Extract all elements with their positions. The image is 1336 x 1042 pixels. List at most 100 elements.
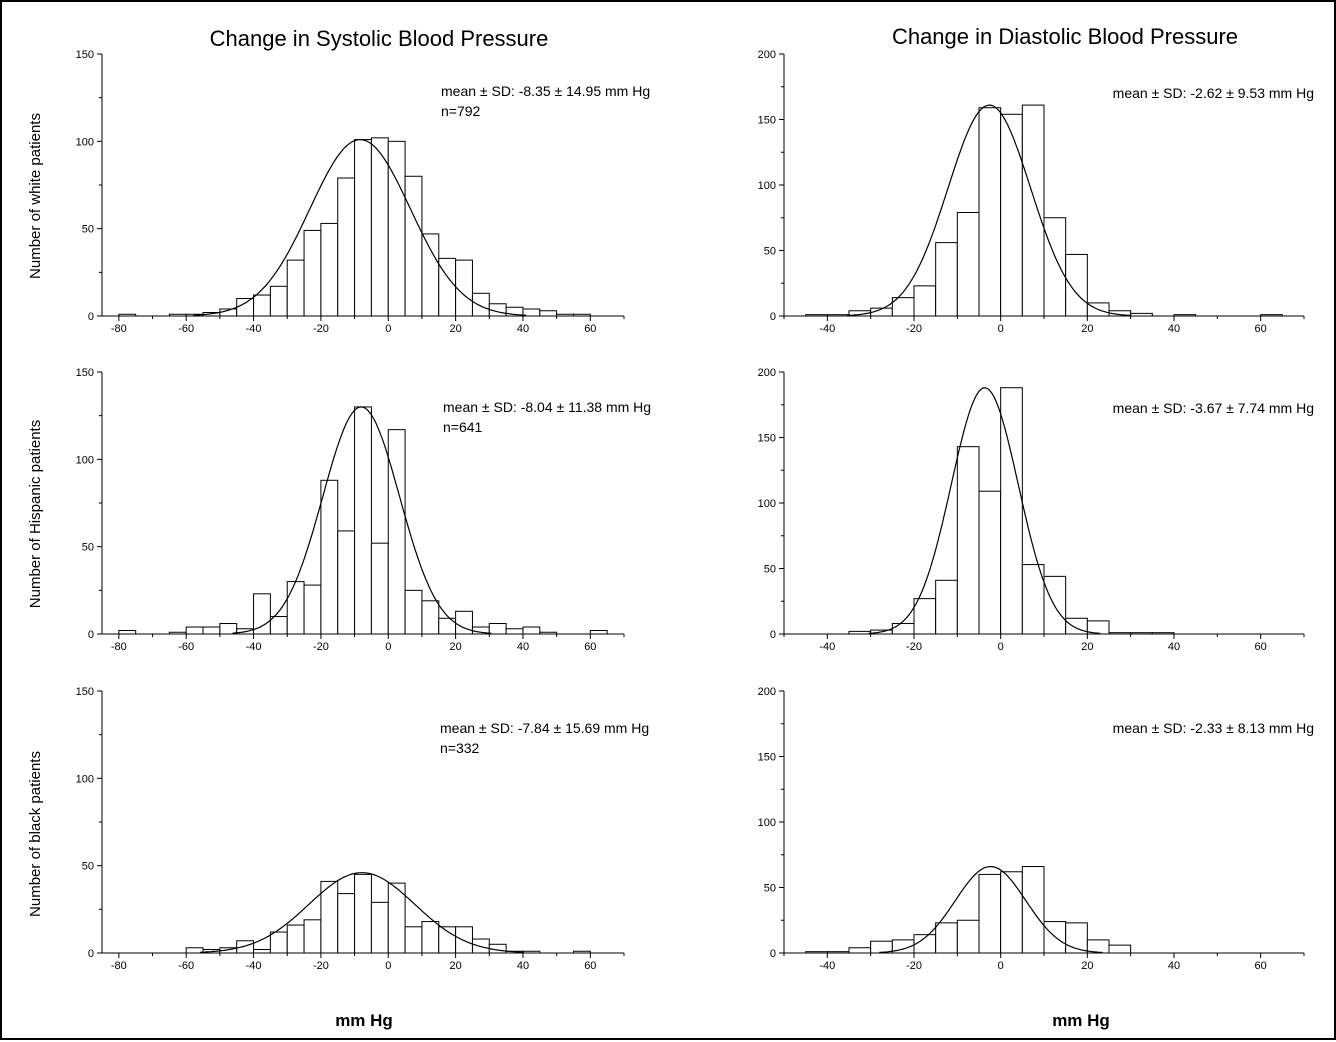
bar-systolic-black-5 xyxy=(269,931,288,954)
y-tick-label-diastolic-black-200: 200 xyxy=(758,686,776,698)
x-tick-label-diastolic-black--20: -20 xyxy=(906,960,922,972)
y-tick-label-systolic-hispanic-50: 50 xyxy=(82,542,94,554)
bar-systolic-hispanic-15 xyxy=(370,542,389,635)
bar-systolic-white-18 xyxy=(421,233,440,317)
ylabel-white: Number of white patients xyxy=(27,113,44,279)
bar-diastolic-hispanic-7 xyxy=(978,490,1002,635)
bar-diastolic-black-6 xyxy=(935,922,958,954)
n-annotation-systolic-hispanic: n=641 xyxy=(443,419,483,435)
bar-diastolic-black-8 xyxy=(978,873,1002,954)
x-tick-label-diastolic-white-20: 20 xyxy=(1081,323,1093,335)
y-tick-label-systolic-hispanic-0: 0 xyxy=(88,629,94,641)
x-tick-label-diastolic-hispanic-0: 0 xyxy=(998,641,1004,653)
x-tick-label-systolic-black-20: 20 xyxy=(449,960,461,972)
x-tick-label-systolic-white-0: 0 xyxy=(385,323,391,335)
bar-systolic-hispanic-18 xyxy=(421,600,440,635)
bar-systolic-hispanic-5 xyxy=(202,626,221,635)
bar-diastolic-hispanic-5 xyxy=(935,579,958,635)
x-tick-label-diastolic-white-0: 0 xyxy=(998,323,1004,335)
y-tick-label-diastolic-white-100: 100 xyxy=(758,180,776,192)
panels-layer: -80 -60 -40 -20 0 20 40 60 0 50 100 150 mean ± SD: -… xyxy=(76,49,1314,972)
bar-diastolic-hispanic-4 xyxy=(913,598,937,635)
x-tick-label-systolic-black-40: 40 xyxy=(517,960,529,972)
bar-systolic-black-9 xyxy=(337,893,356,954)
bar-diastolic-black-9 xyxy=(1000,871,1023,954)
x-tick-label-systolic-hispanic-0: 0 xyxy=(385,641,391,653)
y-tick-label-diastolic-hispanic-50: 50 xyxy=(764,564,776,576)
bar-diastolic-black-7 xyxy=(956,919,980,954)
n-annotation-systolic-black: n=332 xyxy=(440,740,480,756)
x-tick-label-diastolic-black-60: 60 xyxy=(1255,960,1267,972)
fit-curve-diastolic-white xyxy=(846,104,1131,317)
bar-systolic-hispanic-24 xyxy=(522,626,541,635)
fit-curve-systolic-hispanic xyxy=(232,406,492,634)
x-tick-label-diastolic-white--20: -20 xyxy=(906,323,922,335)
x-tick-label-systolic-black--20: -20 xyxy=(313,960,329,972)
bar-systolic-white-13 xyxy=(337,177,356,317)
bar-systolic-black-4 xyxy=(253,949,271,954)
bar-systolic-white-17 xyxy=(404,175,423,317)
x-tick-label-diastolic-white--40: -40 xyxy=(819,323,835,335)
bar-systolic-black-11 xyxy=(370,901,389,954)
fit-curve-systolic-white xyxy=(193,138,527,316)
x-tick-label-systolic-black--40: -40 xyxy=(246,960,262,972)
bar-systolic-white-16 xyxy=(387,140,406,317)
bar-diastolic-black-10 xyxy=(1021,866,1045,954)
y-tick-label-diastolic-hispanic-0: 0 xyxy=(770,629,776,641)
bar-systolic-hispanic-20 xyxy=(455,610,473,635)
bar-systolic-black-10 xyxy=(354,873,372,954)
y-tick-label-systolic-black-50: 50 xyxy=(82,861,94,873)
bar-systolic-hispanic-22 xyxy=(488,623,507,635)
bar-systolic-white-15 xyxy=(370,137,389,317)
bar-systolic-black-14 xyxy=(421,921,440,954)
x-tick-label-systolic-hispanic-40: 40 xyxy=(517,641,529,653)
bar-systolic-white-11 xyxy=(303,229,322,317)
y-tick-label-systolic-black-100: 100 xyxy=(76,773,94,785)
x-tick-label-diastolic-black-0: 0 xyxy=(998,960,1004,972)
y-tick-label-diastolic-white-0: 0 xyxy=(770,311,776,323)
y-tick-label-diastolic-hispanic-200: 200 xyxy=(758,367,776,379)
bar-systolic-hispanic-13 xyxy=(337,530,356,635)
stats-annotation-systolic-hispanic: mean ± SD: -8.04 ± 11.38 mm Hg xyxy=(443,399,651,415)
y-tick-label-systolic-white-150: 150 xyxy=(76,49,94,61)
x-tick-label-systolic-hispanic--20: -20 xyxy=(313,641,329,653)
x-tick-label-systolic-black-0: 0 xyxy=(385,960,391,972)
bar-systolic-hispanic-8 xyxy=(253,593,271,635)
bar-systolic-hispanic-4 xyxy=(185,626,204,635)
bar-systolic-white-12 xyxy=(320,222,339,317)
x-tick-label-systolic-white-60: 60 xyxy=(584,323,596,335)
bar-diastolic-white-12 xyxy=(1065,253,1088,317)
title-systolic: Change in Systolic Blood Pressure xyxy=(210,26,549,51)
y-tick-label-systolic-black-0: 0 xyxy=(88,948,94,960)
bar-systolic-hispanic-0 xyxy=(118,630,137,635)
y-tick-label-systolic-white-100: 100 xyxy=(76,136,94,148)
x-tick-label-systolic-black-60: 60 xyxy=(584,960,596,972)
y-tick-label-diastolic-black-100: 100 xyxy=(758,817,776,829)
bar-systolic-hispanic-9 xyxy=(269,616,288,635)
stats-annotation-systolic-white: mean ± SD: -8.35 ± 14.95 mm Hg xyxy=(441,83,650,99)
bar-systolic-white-21 xyxy=(471,292,490,317)
x-tick-label-systolic-white--60: -60 xyxy=(178,323,194,335)
y-tick-label-diastolic-white-50: 50 xyxy=(764,246,776,258)
bar-diastolic-white-9 xyxy=(1000,113,1023,317)
y-tick-label-diastolic-hispanic-100: 100 xyxy=(758,498,776,510)
x-tick-label-systolic-hispanic-60: 60 xyxy=(584,641,596,653)
y-tick-label-diastolic-white-200: 200 xyxy=(758,49,776,61)
y-tick-label-diastolic-white-150: 150 xyxy=(758,115,776,127)
bar-systolic-white-20 xyxy=(455,259,473,317)
bar-diastolic-black-2 xyxy=(848,947,872,954)
fit-curve-systolic-black xyxy=(199,872,525,953)
y-tick-label-systolic-black-150: 150 xyxy=(76,686,94,698)
y-tick-label-systolic-white-0: 0 xyxy=(88,311,94,323)
bar-diastolic-white-7 xyxy=(956,212,980,317)
bar-diastolic-white-11 xyxy=(1043,217,1067,317)
x-tick-label-diastolic-hispanic--40: -40 xyxy=(819,641,835,653)
x-tick-label-systolic-black--60: -60 xyxy=(178,960,194,972)
title-diastolic: Change in Diastolic Blood Pressure xyxy=(892,24,1238,49)
xlabel-systolic: mm Hg xyxy=(335,1011,393,1030)
x-tick-label-diastolic-hispanic-60: 60 xyxy=(1255,641,1267,653)
bar-systolic-white-14 xyxy=(354,139,372,317)
bar-systolic-hispanic-28 xyxy=(589,630,608,635)
